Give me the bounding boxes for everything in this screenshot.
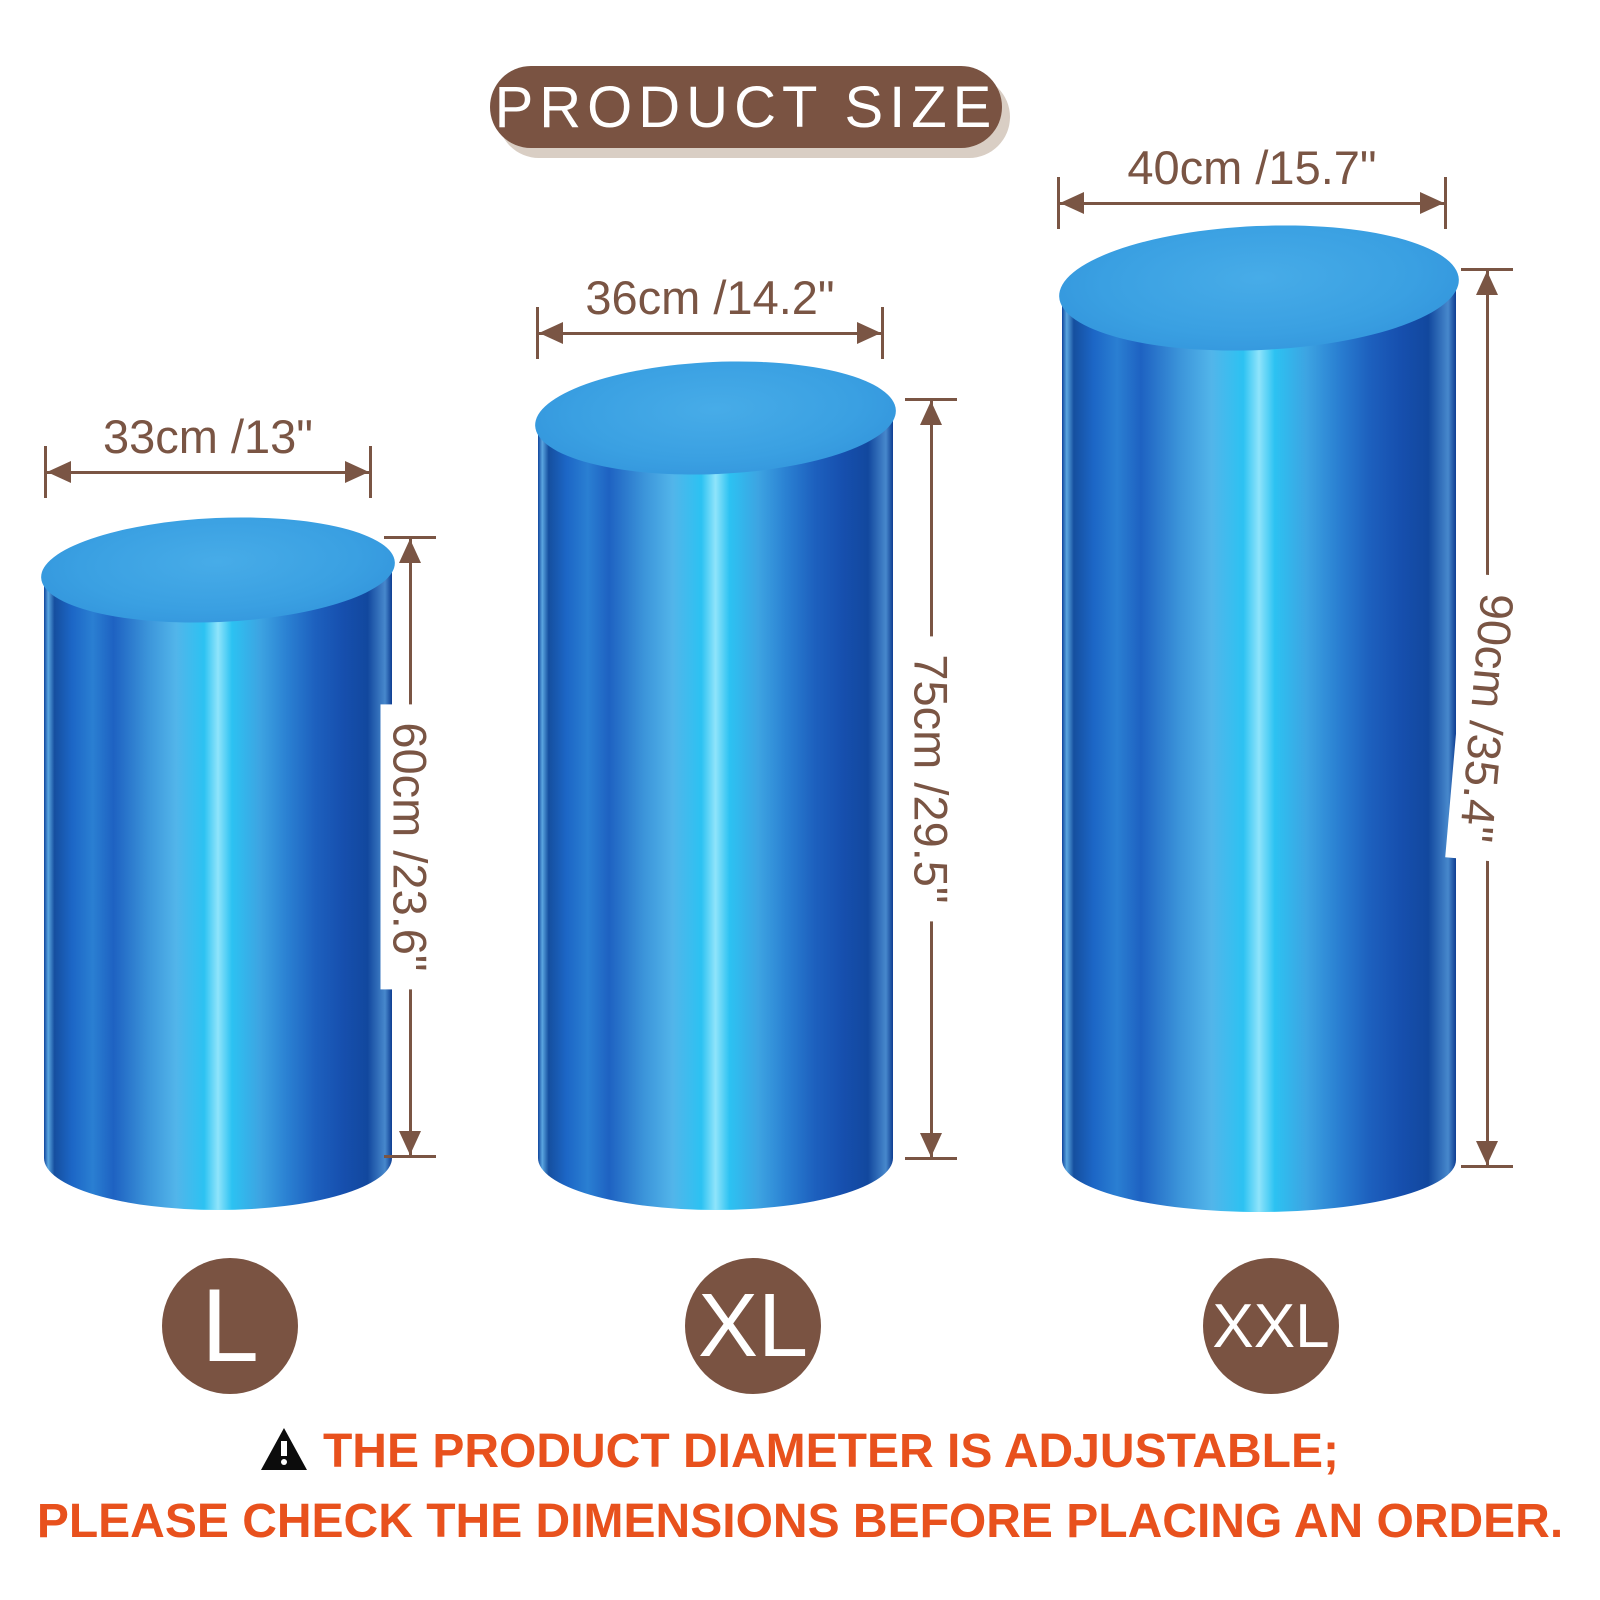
title-badge: PRODUCT SIZE xyxy=(490,66,1002,148)
warning-triangle-icon xyxy=(260,1428,307,1470)
arrow-right-icon xyxy=(857,322,881,344)
height-dimension-l: 60cm /23.6" xyxy=(380,536,440,1158)
size-badge-label: XL xyxy=(697,1275,809,1376)
diameter-dimension-xxl: 40cm /15.7" xyxy=(1057,141,1447,229)
diameter-dimension-l: 33cm /13" xyxy=(44,410,372,498)
dimension-tick xyxy=(536,307,539,359)
dimension-tick xyxy=(44,446,47,498)
dimension-line xyxy=(46,470,370,474)
dimension-tick xyxy=(369,446,372,498)
pedestal-cylinder-l xyxy=(44,570,392,1210)
dimension-tick xyxy=(1461,268,1513,271)
dimension-tick xyxy=(1444,177,1447,229)
height-dimension-xxl: 90cm /35.4" xyxy=(1445,268,1529,1168)
warning-text-2: PLEASE CHECK THE DIMENSIONS BEFORE PLACI… xyxy=(36,1495,1564,1548)
dimension-tick xyxy=(905,1157,957,1160)
arrow-up-icon xyxy=(1476,271,1498,295)
height-label-xl: 75cm /29.5" xyxy=(901,636,961,922)
arrow-up-icon xyxy=(399,539,421,563)
warning-line-2: PLEASE CHECK THE DIMENSIONS BEFORE PLACI… xyxy=(0,1498,1600,1546)
dimension-line xyxy=(538,331,882,335)
warning-text-1: THE PRODUCT DIAMETER IS ADJUSTABLE; xyxy=(322,1425,1339,1478)
diameter-label-xxl: 40cm /15.7" xyxy=(1127,141,1377,194)
arrow-down-icon xyxy=(399,1131,421,1155)
arrow-down-icon xyxy=(1476,1141,1498,1165)
dimension-tick xyxy=(1461,1165,1513,1168)
pedestal-cylinder-xl xyxy=(538,418,893,1210)
size-badge-xl: XL xyxy=(685,1258,821,1394)
dimension-tick xyxy=(881,307,884,359)
arrow-up-icon xyxy=(920,401,942,425)
size-badge-xxl: XXL xyxy=(1203,1258,1339,1394)
dimension-tick xyxy=(384,536,436,539)
warning-line-1: THE PRODUCT DIAMETER IS ADJUSTABLE; xyxy=(0,1428,1600,1476)
size-badge-label: XXL xyxy=(1212,1291,1330,1361)
diameter-dimension-xl: 36cm /14.2" xyxy=(536,271,884,359)
diameter-label-l: 33cm /13" xyxy=(102,410,313,463)
arrow-left-icon xyxy=(47,461,71,483)
arrow-left-icon xyxy=(1060,192,1084,214)
diameter-label-xl: 36cm /14.2" xyxy=(585,271,835,324)
height-label-l: 60cm /23.6" xyxy=(380,704,440,990)
dimension-line xyxy=(1059,201,1445,205)
height-dimension-xl: 75cm /29.5" xyxy=(901,398,961,1160)
dimension-tick xyxy=(905,398,957,401)
pedestal-cylinder-xxl xyxy=(1062,288,1456,1212)
size-badge-l: L xyxy=(162,1258,298,1394)
warning-note: THE PRODUCT DIAMETER IS ADJUSTABLE; PLEA… xyxy=(0,1428,1600,1546)
page-title: PRODUCT SIZE xyxy=(494,74,998,140)
dimension-tick xyxy=(1057,177,1060,229)
arrow-right-icon xyxy=(1420,192,1444,214)
size-badge-label: L xyxy=(201,1267,259,1384)
dimension-tick xyxy=(384,1155,436,1158)
arrow-left-icon xyxy=(539,322,563,344)
height-label-xxl: 90cm /35.4" xyxy=(1445,573,1529,863)
arrow-down-icon xyxy=(920,1133,942,1157)
arrow-right-icon xyxy=(345,461,369,483)
